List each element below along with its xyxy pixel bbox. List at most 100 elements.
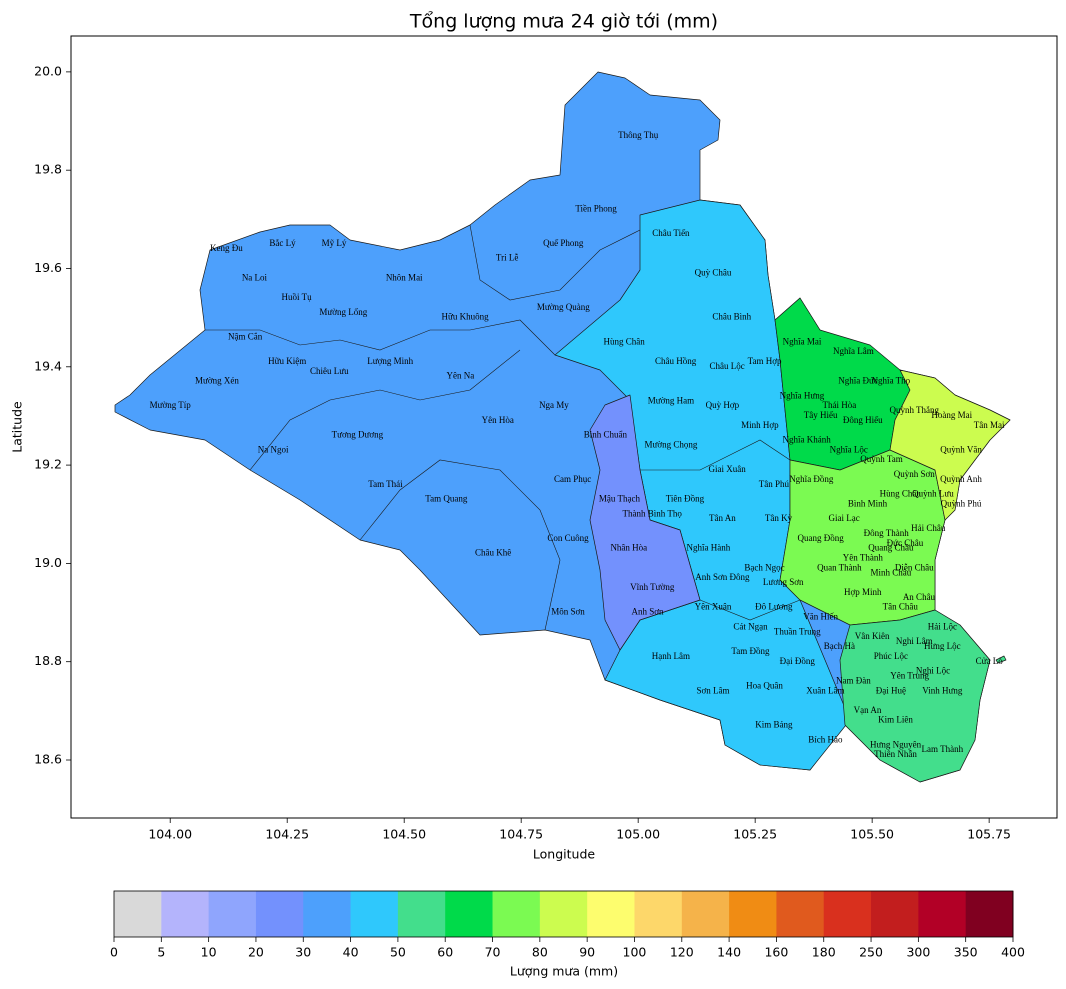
place-label: Châu Khê — [475, 548, 511, 558]
colorbar-tick-label: 250 — [859, 945, 883, 960]
place-label: Vạn An — [854, 705, 882, 715]
colorbar-frame — [113, 890, 1014, 938]
place-label: Cam Phục — [554, 474, 591, 484]
place-label: Quỳnh Phú — [941, 498, 982, 508]
place-label: Tam Quang — [425, 494, 468, 504]
place-label: Hùng Châu — [880, 489, 922, 499]
colorbar-bin — [634, 891, 683, 937]
colorbar-tick-label: 120 — [670, 945, 694, 960]
place-label: Mỹ Lý — [322, 238, 347, 248]
colorbar-tick-label: 70 — [485, 945, 501, 960]
place-label: Giai Xuân — [708, 464, 746, 474]
place-label: Cửa Lò — [976, 656, 1004, 666]
x-tick-label: 104.50 — [382, 827, 426, 842]
colorbar-bin — [539, 891, 588, 937]
place-label: Hải Châu — [911, 523, 946, 533]
colorbar-bin — [965, 891, 1014, 937]
place-label: Na Loi — [242, 272, 268, 282]
place-label: Thành Bình Thọ — [623, 508, 683, 518]
place-label: Nậm Cắn — [228, 331, 263, 341]
place-label: Xuân Lâm — [806, 685, 844, 695]
place-label: Kim Bảng — [755, 720, 793, 730]
place-label: Nghĩa Hưng — [780, 390, 825, 400]
place-label: Đại Đồng — [780, 656, 816, 666]
place-labels: Thông Thụ Tiền Phong Châu Tiến Quế Phong Tri… — [150, 130, 1005, 759]
place-label: Sơn Lâm — [697, 685, 730, 695]
place-label: Tân Châu — [883, 602, 919, 612]
place-label: Mường Chọng — [644, 439, 697, 449]
colorbar-tick-label: 10 — [201, 945, 217, 960]
place-label: Yên Xuân — [695, 602, 732, 612]
place-label: Châu Bình — [712, 312, 751, 322]
place-label: Yên Hòa — [482, 415, 514, 425]
colorbar-tick-label: 90 — [579, 945, 595, 960]
place-label: Văn Hiến — [803, 612, 838, 622]
place-label: Yên Na — [446, 371, 474, 381]
colorbar-bin — [445, 891, 494, 937]
colorbar-bin — [776, 891, 825, 937]
place-label: Minh Hợp — [741, 420, 779, 430]
y-tick-label: 19.2 — [34, 457, 62, 472]
place-label: Bình Chuẩn — [584, 430, 628, 440]
place-label: An Châu — [903, 592, 936, 602]
place-label: Minh Châu — [870, 567, 911, 577]
place-label: Châu Lộc — [709, 361, 744, 371]
colorbar-tick-label: 300 — [906, 945, 930, 960]
colorbar-bin — [729, 891, 777, 937]
region-border — [249, 349, 521, 471]
place-label: Lam Thành — [922, 744, 964, 754]
place-label: Quỳ Hợp — [706, 400, 740, 410]
place-label: Nghĩa Thọ — [872, 376, 911, 386]
place-label: Tiên Đồng — [666, 494, 705, 504]
colorbar-tick-label: 160 — [764, 945, 788, 960]
place-label: Quỳ Châu — [695, 267, 732, 277]
colorbar-bin — [918, 891, 967, 937]
place-label: Con Cuông — [547, 533, 589, 543]
region-border — [640, 439, 791, 471]
place-label: Đại Huệ — [876, 685, 906, 695]
place-label: Cát Ngạn — [733, 621, 768, 631]
place-label: Kim Liên — [878, 715, 913, 725]
colorbar-tick-label: 50 — [390, 945, 406, 960]
place-label: Vinh Hưng — [922, 685, 963, 695]
place-label: Giai Lạc — [828, 513, 859, 523]
colorbar-bin — [208, 891, 257, 937]
place-label: Hạnh Lâm — [652, 651, 690, 661]
place-label: Quang Đồng — [798, 533, 845, 543]
place-label: Tân An — [709, 513, 736, 523]
place-label: Bích Hào — [808, 734, 843, 744]
y-tick-label: 18.6 — [34, 752, 62, 767]
x-tick-label: 105.00 — [616, 827, 660, 842]
colorbar-tick-label: 400 — [1001, 945, 1025, 960]
place-label: Quỳnh Tam — [860, 454, 902, 464]
place-label: Hùng Chân — [604, 336, 646, 346]
region — [839, 609, 991, 783]
place-label: Hữu Kiệm — [268, 356, 306, 366]
place-label: Đông Thành — [864, 528, 910, 538]
place-label: Nam Đàn — [836, 675, 871, 685]
place-label: Hoàng Mai — [931, 410, 972, 420]
colorbar-bin — [492, 891, 541, 937]
place-label: Hưng Lộc — [924, 641, 961, 651]
place-label: Quỳnh Lưu — [912, 489, 954, 499]
x-tick-label: 104.75 — [499, 827, 543, 842]
place-label: Nghĩa Đức — [838, 376, 878, 386]
colorbar-tick-label: 140 — [717, 945, 741, 960]
colorbar-label: Lượng mưa (mm) — [510, 964, 618, 979]
map-regions — [114, 71, 1011, 783]
place-label: Nghĩa Hành — [686, 543, 730, 553]
place-label: Mường Lống — [319, 307, 367, 317]
y-tick-label: 19.4 — [34, 358, 62, 373]
colorbar-tick-label: 40 — [343, 945, 359, 960]
place-label: Hợp Minh — [844, 587, 882, 597]
place-label: Thái Hòa — [823, 400, 857, 410]
place-label: Nga My — [539, 400, 569, 410]
place-label: Diễn Châu — [895, 562, 934, 572]
place-label: Nghĩa Đồng — [789, 474, 834, 484]
colorbar-tick-label: 80 — [532, 945, 548, 960]
place-label: Chiêu Lưu — [310, 366, 349, 376]
place-label: Quế Phong — [543, 238, 584, 248]
colorbar-tick-label: 350 — [954, 945, 978, 960]
x-tick-label: 105.25 — [733, 827, 777, 842]
place-label: Nghĩa Khánh — [783, 435, 832, 445]
